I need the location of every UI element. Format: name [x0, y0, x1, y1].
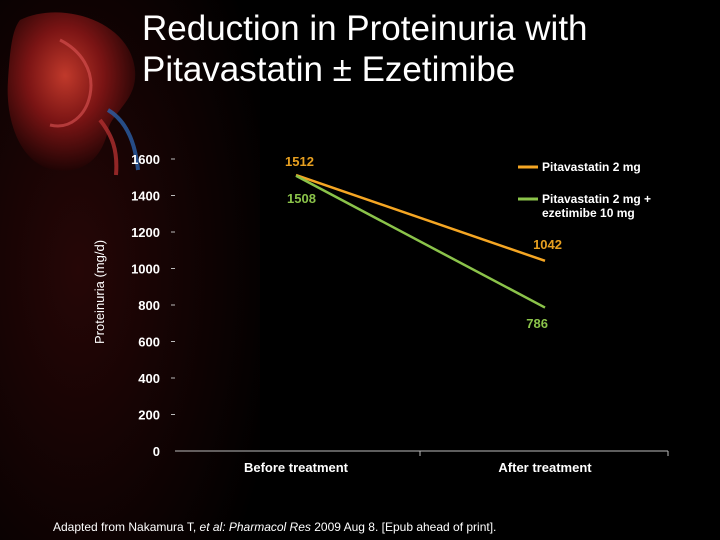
y-tick-label: 1000	[131, 262, 160, 277]
y-axis-label: Proteinuria (mg/d)	[92, 240, 107, 344]
source-citation: Adapted from Nakamura T, et al: Pharmaco…	[53, 520, 496, 534]
series-line	[295, 173, 546, 263]
source-journal: et al: Pharmacol Res	[199, 520, 311, 534]
title-line-2: Pitavastatin ± Ezetimibe	[142, 50, 516, 89]
legend-label-line: ezetimibe 10 mg	[542, 206, 635, 220]
legend-label-line: Pitavastatin 2 mg	[542, 160, 641, 174]
title-line-1: Reduction in Proteinuria with	[142, 9, 588, 48]
data-label: 1508	[287, 191, 316, 206]
data-label: 1512	[285, 154, 314, 169]
legend-label: Pitavastatin 2 mg	[542, 160, 641, 174]
legend-label: Pitavastatin 2 mg + ezetimibe 10 mg	[542, 192, 651, 220]
y-tick-label: 200	[138, 408, 160, 423]
y-tick-label: 0	[153, 444, 160, 459]
source-prefix: Adapted from Nakamura T,	[53, 520, 200, 534]
x-tick-label: After treatment	[498, 460, 592, 475]
y-tick-label: 800	[138, 298, 160, 313]
kidney-icon	[7, 12, 136, 171]
legend-label-line: Pitavastatin 2 mg +	[542, 192, 651, 206]
y-tick-label: 1400	[131, 189, 160, 204]
slide-title: Reduction in Proteinuria with Pitavastat…	[142, 8, 702, 90]
series-line	[295, 174, 546, 309]
y-tick-label: 600	[138, 335, 160, 350]
source-suffix: 2009 Aug 8. [Epub ahead of print].	[310, 520, 497, 534]
data-label: 786	[526, 316, 548, 331]
y-tick-label: 400	[138, 371, 160, 386]
y-tick-label: 1600	[131, 152, 160, 167]
x-tick-label: Before treatment	[244, 460, 349, 475]
y-tick-label: 1200	[131, 225, 160, 240]
data-label: 1042	[533, 237, 562, 252]
